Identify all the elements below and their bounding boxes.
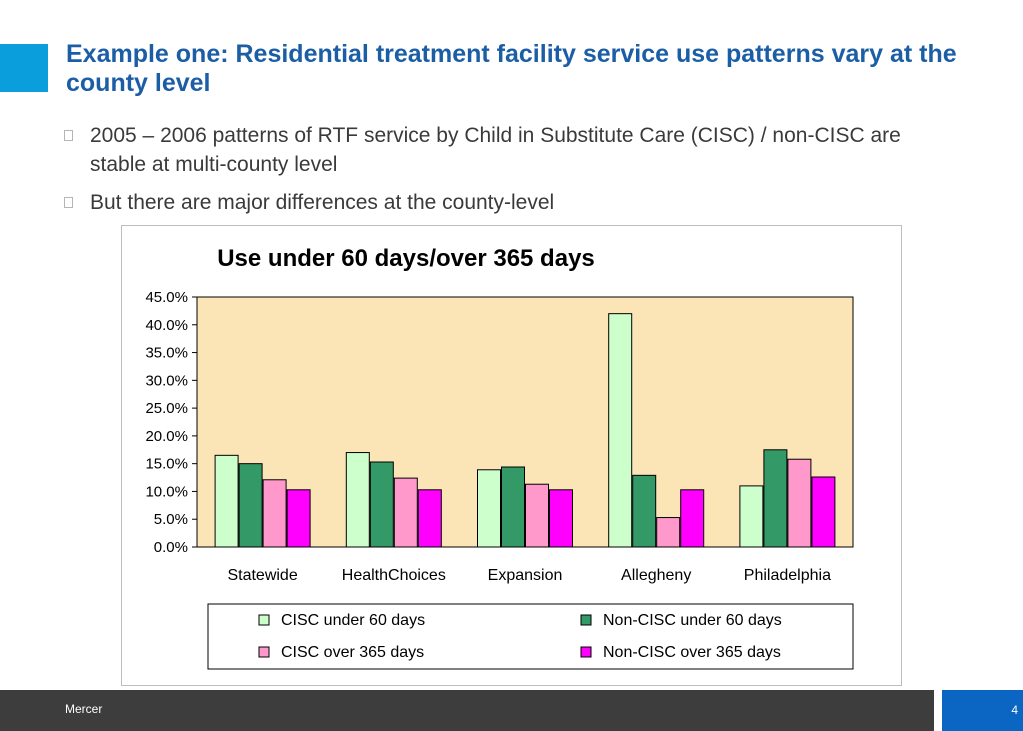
bar — [286, 489, 311, 548]
x-category-label: Allegheny — [621, 567, 691, 584]
bar — [345, 452, 370, 548]
y-tick-label: 0.0% — [154, 539, 188, 556]
y-tick-label: 30.0% — [145, 372, 188, 389]
bar — [739, 485, 764, 548]
x-category-label: Expansion — [488, 567, 563, 584]
bar — [525, 483, 549, 548]
bar — [369, 461, 394, 548]
page-number: 4 — [1011, 703, 1018, 717]
bar — [811, 476, 836, 548]
y-tick-label: 15.0% — [145, 456, 188, 473]
footer-bar: Mercer — [0, 690, 934, 731]
legend-swatch — [580, 614, 592, 626]
slide-title: Example one: Residential treatment facil… — [66, 40, 957, 97]
legend-label: CISC over 365 days — [281, 644, 424, 661]
accent-square — [0, 44, 48, 92]
legend-swatch — [258, 614, 270, 626]
bar-chart: Use under 60 days/over 365 days 0.0% 5.0%… — [145, 245, 854, 670]
bullet-item: 2005 – 2006 patterns of RTF service by C… — [64, 121, 944, 179]
y-tick-label: 20.0% — [145, 428, 188, 445]
bar — [763, 449, 788, 548]
bar — [262, 479, 287, 548]
bullet-list: 2005 – 2006 patterns of RTF service by C… — [64, 121, 944, 226]
x-category-label: Statewide — [227, 567, 297, 584]
legend-label: Non-CISC under 60 days — [603, 612, 782, 629]
y-tick-label: 5.0% — [154, 511, 188, 528]
x-category-label: Philadelphia — [744, 567, 831, 584]
bar — [393, 477, 418, 548]
bar — [214, 454, 239, 548]
bar — [632, 474, 657, 548]
y-tick-label: 10.0% — [145, 483, 188, 500]
bullet-text: 2005 – 2006 patterns of RTF service by C… — [90, 124, 901, 176]
legend-swatch — [580, 646, 592, 658]
bar — [477, 469, 501, 548]
chart-title: Use under 60 days/over 365 days — [217, 245, 595, 272]
chart-frame: Use under 60 days/over 365 days 0.0% 5.0%… — [121, 225, 902, 686]
bar — [787, 458, 812, 548]
bullet-item: But there are major differences at the c… — [64, 188, 944, 217]
bullet-icon — [64, 197, 73, 208]
legend-swatch — [258, 646, 270, 658]
bullet-icon — [64, 130, 73, 141]
bar — [549, 489, 573, 548]
y-tick-label: 25.0% — [145, 400, 188, 417]
footer-company: Mercer — [65, 702, 103, 716]
bar — [608, 313, 633, 548]
page-number-box: 4 — [942, 690, 1023, 731]
bar — [238, 463, 263, 548]
bullet-text: But there are major differences at the c… — [90, 191, 555, 214]
bar — [680, 489, 705, 548]
bar — [501, 466, 525, 548]
y-tick-label: 45.0% — [145, 289, 188, 306]
legend-box — [207, 603, 854, 670]
legend-label: CISC under 60 days — [281, 612, 425, 629]
bar — [656, 517, 681, 548]
bar — [417, 489, 442, 548]
legend-label: Non-CISC over 365 days — [603, 644, 781, 661]
y-tick-label: 35.0% — [145, 345, 188, 362]
x-category-label: HealthChoices — [342, 567, 446, 584]
y-tick-label: 40.0% — [145, 317, 188, 334]
